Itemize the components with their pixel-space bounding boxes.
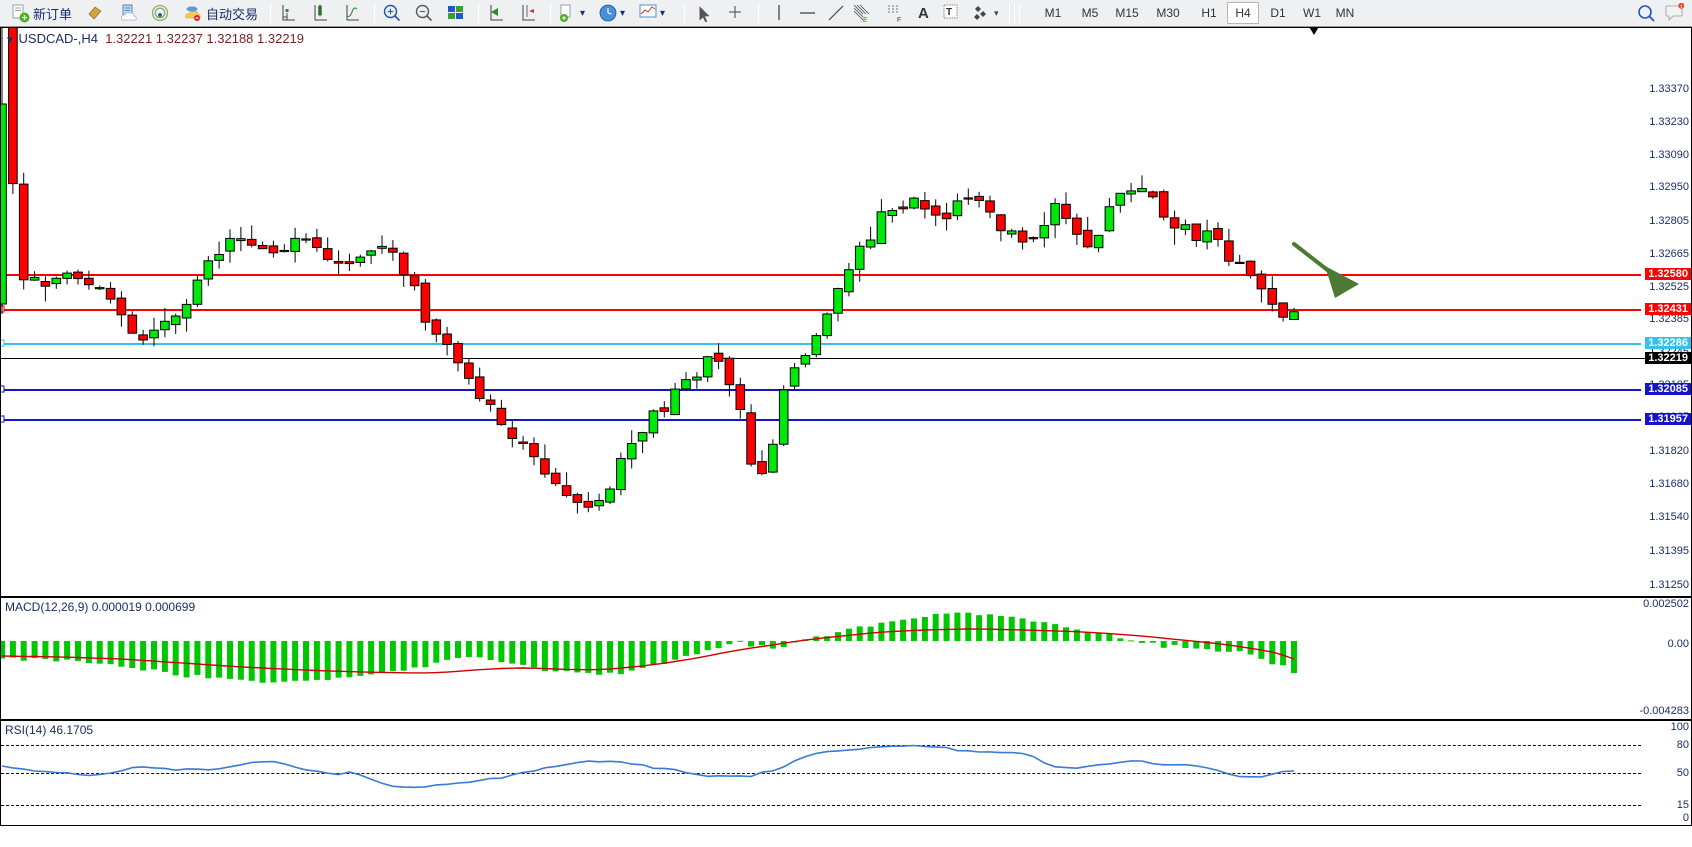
svg-text:E: E [863,17,868,23]
svg-text:F: F [897,17,901,23]
svg-text:T: T [946,7,952,18]
